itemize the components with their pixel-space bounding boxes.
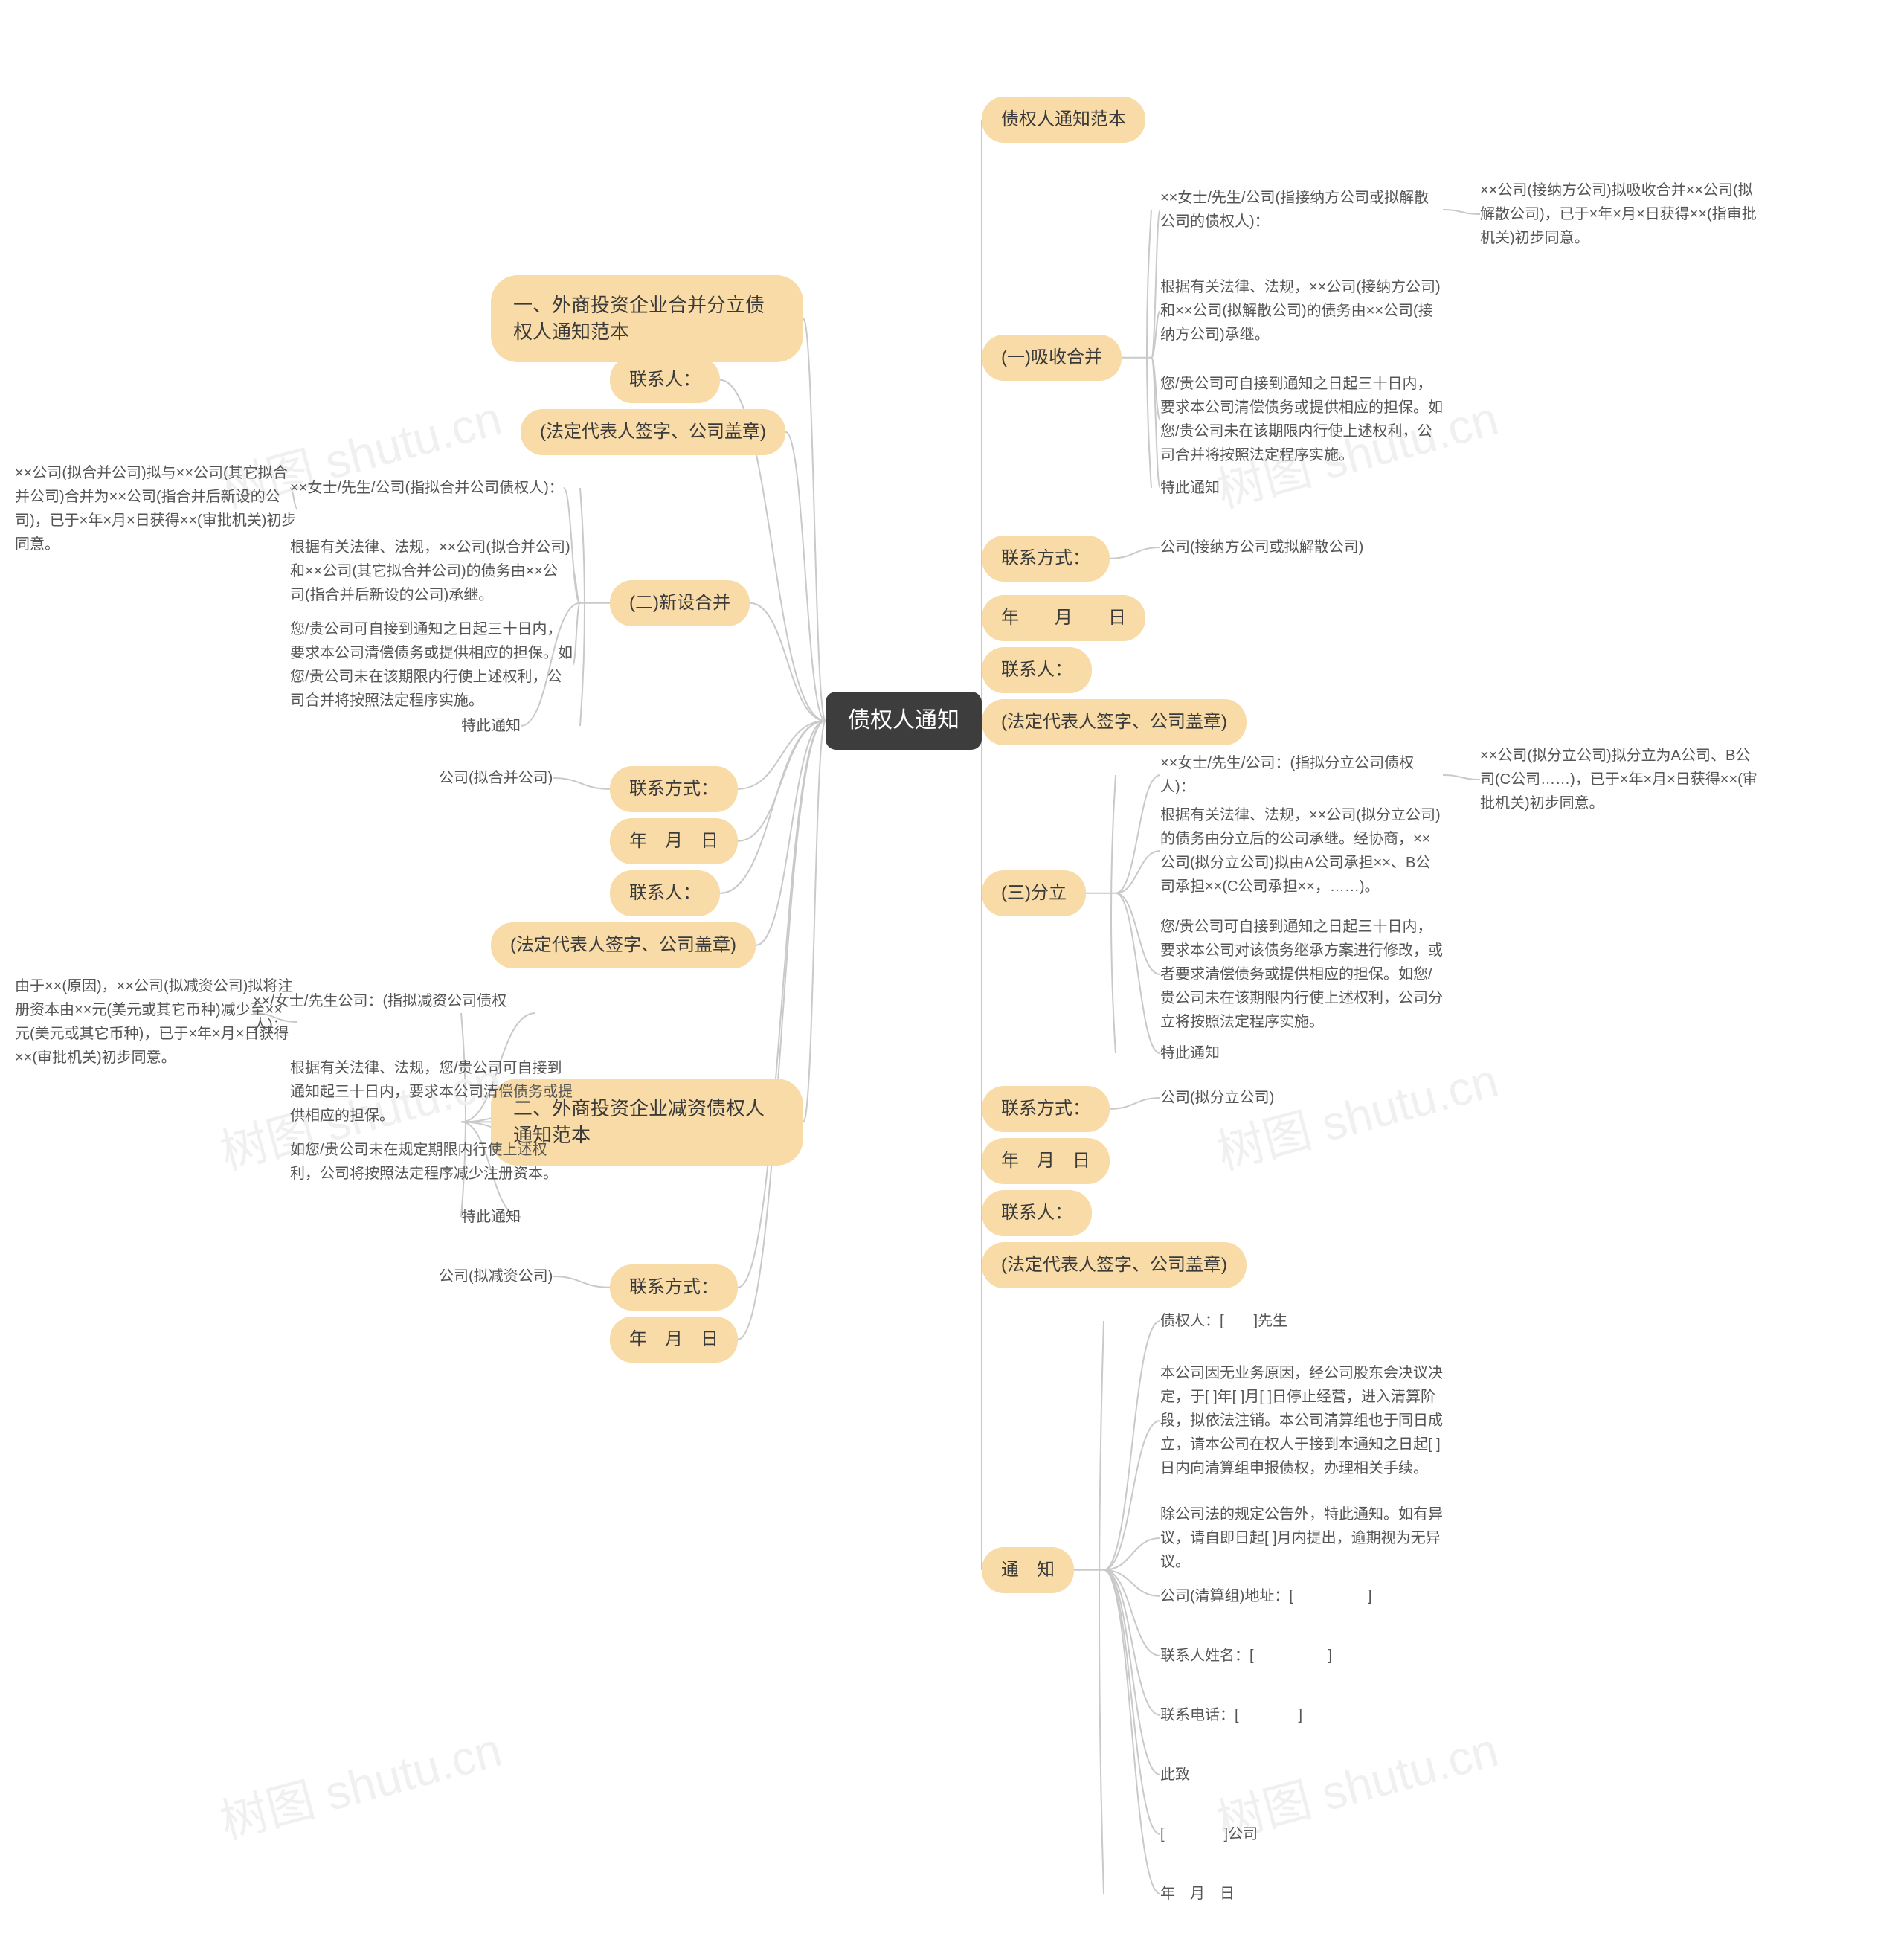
watermark: 树图 shutu.cn [1209, 1042, 1505, 1183]
leaf-l9b: 根据有关法律、法规，您/贵公司可自接到通知起三十日内，要求本公司清偿债务或提供相… [290, 1056, 573, 1128]
leaf-l4c: 您/贵公司可自接到通知之日起三十日内，要求本公司清偿债务或提供相应的担保。如您/… [290, 617, 573, 713]
leaf-r7b: 根据有关法律、法规，××公司(拟分立公司)的债务由分立后的公司承继。经协商，××… [1160, 803, 1443, 899]
topic-l3[interactable]: (法定代表人签字、公司盖章) [521, 409, 785, 455]
leaf-r3a: 公司(接纳方公司或拟解散公司) [1160, 536, 1363, 559]
watermark: 树图 shutu.cn [212, 1711, 508, 1852]
topic-r1[interactable]: 债权人通知范本 [982, 97, 1145, 143]
leaf-l4a1: ××公司(拟合并公司)拟与××公司(其它拟合并公司)合并为××公司(指合并后新设… [15, 461, 298, 556]
topic-r12[interactable]: 通 知 [982, 1547, 1074, 1593]
leaf-l4a: ××女士/先生/公司(指拟合并公司债权人)： [290, 476, 564, 500]
topic-l10[interactable]: 联系方式： [610, 1264, 738, 1311]
leaf-l9a1: 由于××(原因)，××公司(拟减资公司)拟将注册资本由××元(美元或其它币种)减… [15, 974, 298, 1070]
leaf-r7c: 您/贵公司可自接到通知之日起三十日内，要求本公司对该债务继承方案进行修改，或者要… [1160, 915, 1443, 1034]
leaf-l9c: 如您/贵公司未在规定期限内行使上述权利，公司将按照法定程序减少注册资本。 [290, 1138, 573, 1186]
leaf-r12c: 除公司法的规定公告外，特此通知。如有异议，请自即日起[ ]月内提出，逾期视为无异… [1160, 1502, 1443, 1574]
leaf-r2c: 您/贵公司可自接到通知之日起三十日内，要求本公司清偿债务或提供相应的担保。如您/… [1160, 372, 1443, 467]
leaf-l9d: 特此通知 [461, 1205, 521, 1229]
topic-l8[interactable]: (法定代表人签字、公司盖章) [491, 922, 756, 968]
topic-r6[interactable]: (法定代表人签字、公司盖章) [982, 699, 1247, 745]
topic-l5[interactable]: 联系方式： [610, 766, 738, 812]
topic-l2[interactable]: 联系人： [610, 357, 720, 403]
leaf-r12e: 联系人姓名：[ ] [1160, 1644, 1332, 1668]
mindmap-stage: 树图 shutu.cn树图 shutu.cn树图 shutu.cn树图 shut… [0, 0, 1904, 1951]
leaf-r12g: 此致 [1160, 1763, 1190, 1787]
leaf-r12d: 公司(清算组)地址：[ ] [1160, 1584, 1371, 1608]
topic-r2[interactable]: (一)吸收合并 [982, 335, 1122, 381]
leaf-r7a: ××女士/先生/公司：(指拟分立公司债权人)： [1160, 751, 1443, 799]
topic-r10[interactable]: 联系人： [982, 1190, 1092, 1236]
topic-l6[interactable]: 年 月 日 [610, 818, 738, 864]
leaf-l4d: 特此通知 [461, 714, 521, 738]
topic-l11[interactable]: 年 月 日 [610, 1317, 738, 1363]
leaf-r12i: 年 月 日 [1160, 1882, 1235, 1906]
topic-r11[interactable]: (法定代表人签字、公司盖章) [982, 1242, 1247, 1288]
topic-r9[interactable]: 年 月 日 [982, 1138, 1110, 1184]
leaf-r2d: 特此通知 [1160, 476, 1220, 500]
topic-r3[interactable]: 联系方式： [982, 536, 1110, 582]
topic-r5[interactable]: 联系人： [982, 647, 1092, 693]
leaf-r12f: 联系电话：[ ] [1160, 1703, 1302, 1727]
leaf-r2b: 根据有关法律、法规，××公司(接纳方公司)和××公司(拟解散公司)的债务由××公… [1160, 275, 1443, 347]
leaf-r12a: 债权人：[ ]先生 [1160, 1309, 1287, 1333]
topic-r8[interactable]: 联系方式： [982, 1086, 1110, 1132]
leaf-r2a1: ××公司(接纳方公司)拟吸收合并××公司(拟解散公司)，已于×年×月×日获得××… [1480, 179, 1763, 250]
topic-r7[interactable]: (三)分立 [982, 870, 1086, 916]
leaf-r7a1: ××公司(拟分立公司)拟分立为A公司、B公司(C公司……)，已于×年×月×日获得… [1480, 744, 1763, 815]
leaf-r12b: 本公司因无业务原因，经公司股东会决议决定，于[ ]年[ ]月[ ]日停止经营，进… [1160, 1361, 1443, 1480]
leaf-r12h: [ ]公司 [1160, 1822, 1258, 1846]
topic-l1[interactable]: 一、外商投资企业合并分立债权人通知范本 [491, 275, 803, 362]
topic-r4[interactable]: 年 月 日 [982, 595, 1145, 641]
leaf-l10a: 公司(拟减资公司) [439, 1264, 553, 1288]
root-node[interactable]: 债权人通知 [826, 692, 982, 750]
leaf-r7d: 特此通知 [1160, 1041, 1220, 1065]
topic-l7[interactable]: 联系人： [610, 870, 720, 916]
topic-l4[interactable]: (二)新设合并 [610, 580, 750, 626]
leaf-r8a: 公司(拟分立公司) [1160, 1086, 1274, 1110]
leaf-r2a: ××女士/先生/公司(指接纳方公司或拟解散公司的债权人)： [1160, 186, 1443, 234]
leaf-l4b: 根据有关法律、法规，××公司(拟合并公司)和××公司(其它拟合并公司)的债务由×… [290, 536, 573, 607]
leaf-l5a: 公司(拟合并公司) [439, 766, 553, 790]
